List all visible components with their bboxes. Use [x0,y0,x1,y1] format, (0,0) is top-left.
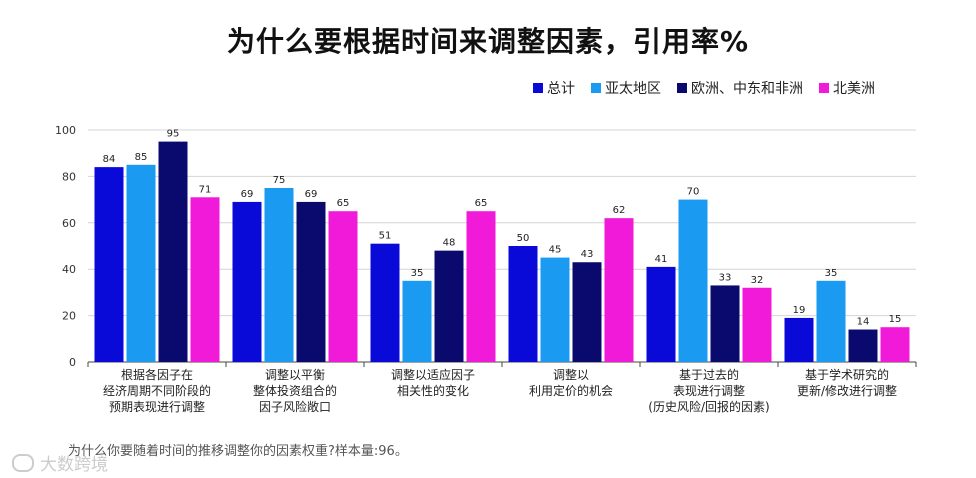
x-tick-label: 根据各因子在 [121,367,193,382]
x-tick-label: 基于学术研究的 [805,367,889,382]
bar [370,243,400,362]
data-label: 35 [825,268,838,279]
data-label: 41 [655,254,668,265]
bar [646,266,676,362]
data-label: 71 [199,184,212,195]
x-tick-label: 整体投资组合的 [253,383,337,398]
bar [540,257,570,362]
data-label: 48 [443,238,456,249]
x-tick-label: 经济周期不同阶段的 [103,383,211,398]
data-label: 35 [411,268,424,279]
x-tick-label: 预期表现进行调整 [109,399,205,414]
bar [402,280,432,362]
watermark-logo-icon [12,453,34,472]
bar [604,218,634,362]
bar [508,246,538,362]
watermark-text: 大数跨境 [40,455,108,475]
data-label: 84 [103,154,116,165]
bar [784,317,814,362]
bar [264,188,294,362]
data-label: 70 [687,187,700,198]
data-label: 14 [857,317,870,328]
legend-item-north-america: 北美洲 [819,78,875,98]
watermark: 大数跨境 [12,450,108,475]
bar [328,211,358,362]
data-label: 33 [719,272,732,283]
legend-label: 欧洲、中东和非洲 [691,81,803,97]
data-label: 85 [135,152,148,163]
data-label: 19 [793,305,806,316]
bar [232,201,262,362]
legend-swatch [677,83,687,93]
bar [880,327,910,362]
y-tick-label: 20 [62,310,76,323]
bar [678,199,708,362]
legend-label: 亚太地区 [605,81,661,97]
y-tick-label: 40 [62,263,76,276]
legend-item-emea: 欧洲、中东和非洲 [677,78,803,98]
data-label: 50 [517,233,530,244]
bar [434,250,464,362]
data-label: 32 [751,275,764,286]
x-tick-label: 调整以 [553,367,589,382]
bar [572,262,602,362]
y-tick-label: 80 [62,170,76,183]
bar [190,197,220,362]
x-tick-label: 表现进行调整 [673,383,745,398]
data-label: 62 [613,205,626,216]
chart-title: 为什么要根据时间来调整因素，引用率% [226,25,750,58]
y-tick-label: 60 [62,217,76,230]
footnote: 为什么你要随着时间的推移调整你的因素权重?样本量:96。 [68,444,408,459]
legend-item-total: 总计 [533,78,575,98]
bar [296,201,326,362]
x-tick-label: 因子风险敞口 [259,399,331,414]
data-label: 43 [581,249,594,260]
bar [126,164,156,362]
bar [710,285,740,362]
bar [158,141,188,362]
bar [742,287,772,362]
legend-swatch [819,83,829,93]
data-label: 45 [549,245,562,256]
legend-label: 北美洲 [833,81,875,97]
x-tick-label: 相关性的变化 [397,383,469,398]
data-label: 69 [241,189,254,200]
x-tick-label: 更新/修改进行调整 [797,383,897,398]
data-label: 95 [167,129,180,140]
bar [848,329,878,362]
bar [466,211,496,362]
x-tick-label: 调整以平衡 [265,367,325,382]
legend-item-apac: 亚太地区 [591,78,661,98]
bar [816,280,846,362]
x-tick-label: 调整以适应因子 [391,367,475,382]
data-label: 75 [273,175,286,186]
y-tick-label: 0 [69,356,76,369]
legend: 总计 亚太地区 欧洲、中东和非洲 北美洲 [533,78,875,98]
data-label: 65 [337,198,350,209]
legend-label: 总计 [547,81,575,97]
y-tick-label: 100 [55,124,76,137]
x-tick-label: 基于过去的 [679,367,739,382]
x-tick-label: (历史风险/回报的因素) [648,399,769,414]
data-label: 15 [889,314,902,325]
x-tick-label: 利用定价的机会 [529,383,613,398]
data-label: 69 [305,189,318,200]
data-label: 51 [379,231,392,242]
legend-swatch [533,83,543,93]
data-label: 65 [475,198,488,209]
bar [94,167,124,362]
legend-swatch [591,83,601,93]
